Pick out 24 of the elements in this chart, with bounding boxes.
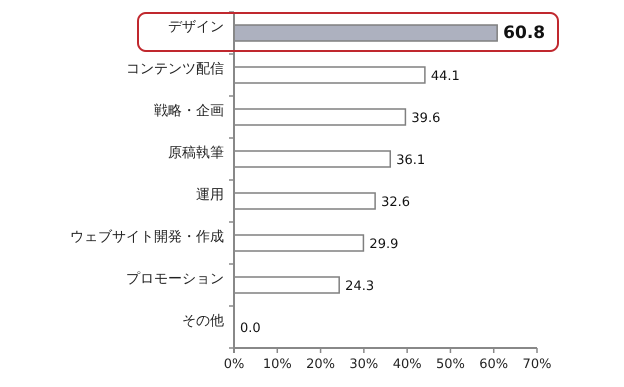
data-label: 39.6: [411, 111, 440, 126]
y-tick-label: 戦略・企画: [154, 103, 224, 119]
y-tick-label: デザイン: [168, 19, 224, 35]
data-label: 44.1: [430, 69, 460, 84]
data-label: 24.3: [345, 279, 374, 294]
y-tick-label: ウェブサイト開発・作成: [70, 229, 224, 245]
x-tick-label: 50%: [436, 357, 465, 372]
x-tick-label: 70%: [522, 357, 552, 372]
y-tick-label: 運用: [196, 187, 224, 203]
x-tick-label: 60%: [479, 357, 508, 372]
data-label: 32.6: [381, 195, 410, 210]
x-tick-label: 0%: [224, 357, 244, 372]
x-tick-label: 20%: [306, 357, 336, 372]
y-tick-label: コンテンツ配信: [126, 61, 224, 77]
y-tick-label: 原稿執筆: [168, 145, 224, 161]
x-tick-label: 40%: [392, 357, 422, 372]
x-tick-label: 10%: [262, 357, 292, 372]
data-label: 60.8: [503, 23, 546, 43]
y-tick-label: プロモーション: [126, 271, 224, 287]
y-tick-label: その他: [182, 313, 224, 329]
data-label: 36.1: [396, 153, 426, 168]
x-tick-label: 30%: [349, 357, 378, 372]
data-label: 0.0: [240, 321, 261, 336]
data-label: 29.9: [369, 237, 398, 252]
